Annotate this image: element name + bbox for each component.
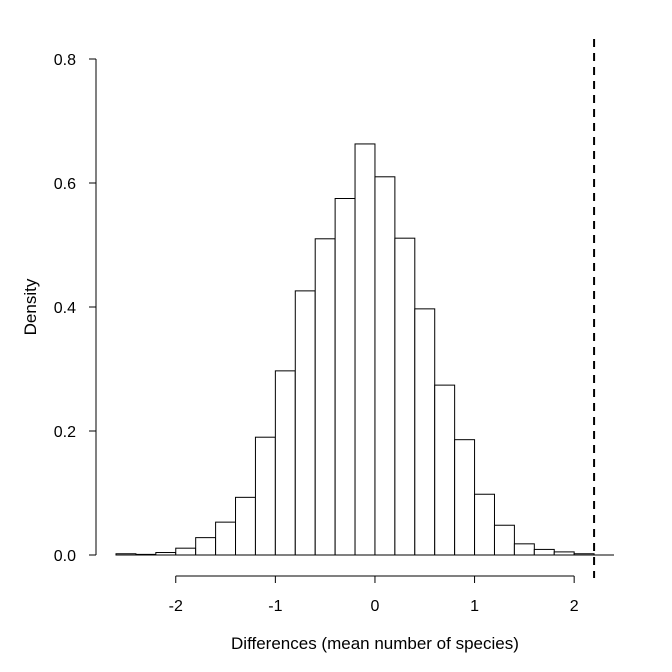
histogram-bar [454, 439, 476, 556]
histogram-bar [354, 143, 376, 556]
y-tick-label: 0.6 [54, 176, 76, 193]
x-tick-label: 2 [570, 598, 579, 615]
y-tick-label: 0.0 [54, 548, 76, 565]
histogram-bar [294, 290, 316, 556]
histogram-bar [334, 198, 356, 556]
histogram-bar [434, 384, 456, 556]
histogram-bar [474, 493, 495, 556]
y-tick-label: 0.8 [54, 52, 76, 69]
y-tick-label: 0.2 [54, 424, 76, 441]
x-axis: -2 -1 0 1 2 [169, 575, 579, 615]
histogram-bar [493, 524, 515, 556]
histogram-bar [414, 308, 436, 556]
x-tick-label: -1 [268, 598, 282, 615]
histogram-bars [115, 143, 595, 556]
y-tick-label: 0.4 [54, 300, 76, 317]
y-axis-title: Density [21, 278, 40, 335]
histogram-bar [314, 238, 336, 556]
histogram-bar [374, 176, 396, 556]
histogram-bar [513, 543, 535, 556]
histogram-bar [394, 237, 416, 556]
histogram-bar [175, 547, 197, 556]
x-tick-label: 0 [371, 598, 380, 615]
histogram-bar [235, 496, 256, 556]
y-axis: 0.0 0.2 0.4 0.6 0.8 [54, 52, 97, 565]
x-tick-label: -2 [169, 598, 183, 615]
histogram-bar [274, 370, 296, 556]
x-axis-title: Differences (mean number of species) [231, 634, 519, 653]
histogram-bar [254, 436, 276, 556]
histogram-bar [195, 537, 217, 556]
histogram-bar [533, 548, 555, 556]
histogram-bar [215, 521, 237, 556]
x-tick-label: 1 [470, 598, 479, 615]
